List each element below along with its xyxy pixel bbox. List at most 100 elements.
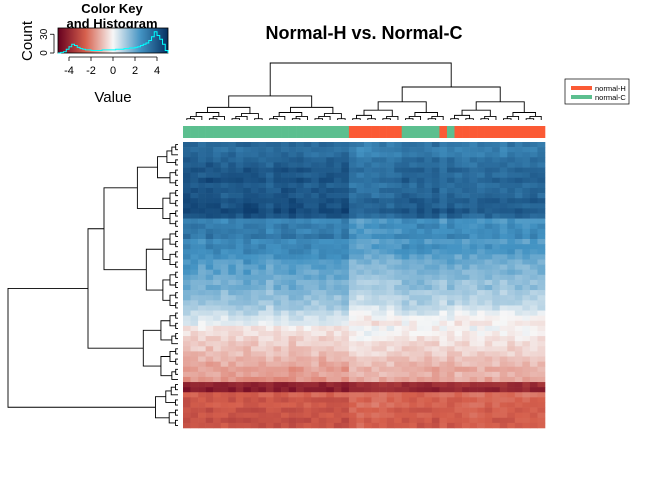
heatmap-cell	[341, 295, 350, 301]
heatmap-cell	[379, 239, 387, 245]
heatmap-cell	[228, 412, 237, 419]
heatmap-cell	[492, 407, 501, 413]
heatmap-cell	[243, 412, 252, 419]
heatmap-cell	[356, 187, 365, 194]
heatmap-cell	[281, 208, 289, 214]
heatmap-cell	[469, 382, 478, 388]
heatmap-cell	[514, 218, 523, 225]
heatmap-cell	[462, 361, 470, 368]
heatmap-cell	[431, 233, 440, 240]
heatmap-cell	[348, 269, 357, 276]
heatmap-cell	[409, 223, 418, 230]
column-dendrogram-branch	[431, 115, 444, 120]
heatmap-cell	[243, 356, 252, 362]
heatmap-cell	[537, 228, 546, 235]
heatmap-cell	[507, 325, 516, 332]
heatmap-cell	[484, 152, 493, 158]
heatmap-cell	[499, 295, 508, 301]
row-dendrogram-branch	[166, 150, 176, 163]
heatmap-cell	[326, 412, 335, 419]
heatmap-cell	[281, 167, 289, 173]
heatmap-cell	[341, 392, 350, 398]
heatmap-cell	[416, 320, 425, 327]
heatmap-cell	[462, 142, 470, 148]
heatmap-cell	[281, 162, 289, 168]
heatmap-cell	[296, 187, 304, 194]
heatmap-cell	[499, 187, 508, 194]
heatmap-cell	[522, 422, 531, 429]
heatmap-cell	[341, 259, 350, 265]
heatmap-cell	[484, 193, 493, 199]
heatmap-cell	[469, 233, 478, 240]
heatmap-cell	[364, 330, 372, 337]
heatmap-cell	[235, 402, 244, 408]
heatmap-cell	[341, 203, 350, 209]
heatmap-cell	[364, 341, 372, 347]
heatmap-cell	[537, 325, 546, 332]
heatmap-cell	[213, 382, 222, 388]
heatmap-cell	[243, 187, 252, 194]
heatmap-cell	[514, 315, 523, 322]
heatmap-cell	[484, 382, 493, 388]
heatmap-cell	[484, 356, 493, 362]
heatmap-cell	[514, 295, 523, 301]
heatmap-cell	[364, 259, 372, 265]
heatmap-cell	[190, 356, 199, 362]
heatmap-cell	[190, 223, 199, 230]
heatmap-cell	[326, 361, 335, 368]
heatmap-cell	[243, 218, 252, 225]
heatmap-cell	[213, 279, 222, 286]
heatmap-cell	[424, 152, 433, 158]
heatmap-cell	[454, 341, 463, 347]
heatmap-cell	[499, 177, 508, 184]
heatmap-cell	[446, 336, 455, 342]
heatmap-cell	[190, 228, 199, 235]
heatmap-cell	[265, 213, 274, 219]
heatmap-cell	[288, 233, 297, 240]
heatmap-cell	[401, 402, 410, 408]
heatmap-cell	[318, 356, 327, 362]
heatmap-cell	[537, 254, 546, 260]
heatmap-cell	[303, 177, 312, 184]
row-dendrogram-branch	[175, 230, 178, 237]
column-group-cell	[416, 126, 425, 138]
heatmap-cell	[213, 310, 222, 316]
heatmap-cell	[371, 300, 380, 306]
heatmap-cell	[243, 147, 252, 153]
heatmap-cell	[529, 397, 538, 403]
heatmap-cell	[529, 172, 538, 179]
heatmap-cell	[386, 172, 395, 179]
heatmap-cell	[220, 341, 229, 347]
heatmap-cell	[258, 162, 267, 168]
heatmap-cell	[288, 147, 297, 153]
heatmap-cell	[386, 244, 395, 250]
heatmap-cell	[409, 300, 418, 306]
heatmap-cell	[462, 213, 470, 219]
heatmap-cell	[469, 239, 478, 245]
heatmap-cell	[326, 213, 335, 219]
heatmap-cell	[348, 213, 357, 219]
heatmap-cell	[477, 208, 485, 214]
heatmap-cell	[514, 290, 523, 296]
heatmap-cell	[213, 228, 222, 235]
heatmap-cell	[205, 387, 214, 393]
heatmap-cell	[416, 193, 425, 199]
heatmap-cell	[303, 269, 312, 276]
heatmap-cell	[213, 295, 222, 301]
heatmap-cell	[198, 213, 206, 219]
heatmap-cell	[213, 198, 222, 204]
heatmap-cell	[401, 198, 410, 204]
heatmap-cell	[190, 162, 199, 168]
heatmap-cell	[273, 193, 282, 199]
heatmap-cell	[439, 361, 448, 368]
heatmap-cell	[265, 295, 274, 301]
heatmap-cell	[477, 305, 485, 311]
heatmap-cell	[401, 315, 410, 322]
heatmap-cell	[522, 402, 531, 408]
heatmap-cell	[537, 341, 546, 347]
heatmap-cell	[318, 382, 327, 388]
heatmap-cell	[394, 182, 403, 189]
heatmap-cell	[296, 310, 304, 316]
heatmap-cell	[386, 300, 395, 306]
heatmap-cell	[409, 341, 418, 347]
